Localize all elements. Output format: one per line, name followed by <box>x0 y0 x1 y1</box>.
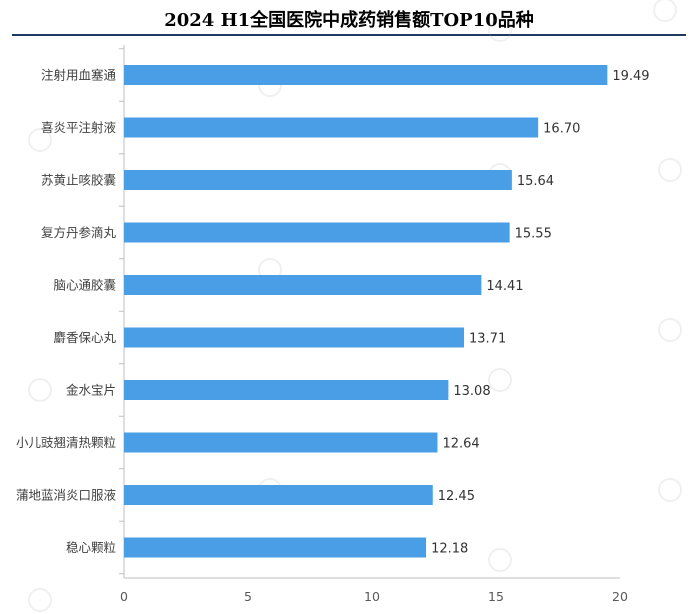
category-label: 注射用血塞通 <box>41 68 117 83</box>
value-label: 19.49 <box>612 69 649 84</box>
watermark-logo-icon <box>488 18 512 42</box>
chart-header: 2024 H1全国医院中成药销售额TOP10品种 <box>0 0 698 38</box>
chart-title: 2024 H1全国医院中成药销售额TOP10品种 <box>164 10 534 31</box>
watermark-logo-icon <box>653 0 677 22</box>
watermark-logo-icon <box>28 378 52 402</box>
x-tick-label: 15 <box>488 589 504 604</box>
bar <box>124 380 449 400</box>
value-label: 13.08 <box>453 384 490 399</box>
value-label: 12.45 <box>438 489 475 504</box>
watermark-logo-icon <box>488 548 512 572</box>
category-label: 复方丹参滴丸 <box>41 225 117 240</box>
bar <box>124 170 512 190</box>
watermark-logo-icon <box>658 478 682 502</box>
value-label: 12.64 <box>442 437 479 452</box>
value-label: 13.71 <box>469 332 506 347</box>
bar <box>124 537 427 558</box>
bar <box>124 117 539 138</box>
value-label: 12.18 <box>431 542 468 557</box>
category-label: 喜炎平注射液 <box>41 120 117 135</box>
bar <box>124 275 482 295</box>
watermark-layer <box>28 0 682 612</box>
value-label: 15.55 <box>515 227 552 242</box>
value-label: 14.41 <box>486 279 523 294</box>
value-label: 15.64 <box>517 174 554 189</box>
category-label: 麝香保心丸 <box>53 330 116 345</box>
bar <box>124 432 438 453</box>
bar <box>124 327 465 348</box>
category-label: 脑心通胶囊 <box>53 278 116 293</box>
x-tick-label: 0 <box>120 589 128 604</box>
watermark-logo-icon <box>658 158 682 182</box>
category-label: 蒲地蓝消炎口服液 <box>16 488 117 503</box>
watermark-logo-icon <box>488 368 512 392</box>
value-label: 16.70 <box>543 122 580 137</box>
x-tick-label: 5 <box>244 589 252 604</box>
x-tick-label: 20 <box>612 589 628 604</box>
watermark-logo-icon <box>28 128 52 152</box>
watermark-logo-icon <box>658 318 682 342</box>
title-underline <box>12 34 686 36</box>
category-label: 稳心颗粒 <box>66 540 116 555</box>
x-tick-label: 10 <box>364 589 380 604</box>
bar <box>124 485 433 505</box>
category-label: 金水宝片 <box>66 383 116 398</box>
category-label: 苏黄止咳胶囊 <box>41 173 116 188</box>
category-label: 小儿豉翘清热颗粒 <box>16 435 116 450</box>
plot-area: 注射用血塞通 19.49 喜炎平注射液 16.70 苏黄止咳胶囊 15.64 复方丹参滴丸 1… <box>16 45 650 604</box>
bar <box>124 222 510 243</box>
bar <box>124 65 608 85</box>
watermark-logo-icon <box>28 588 52 612</box>
